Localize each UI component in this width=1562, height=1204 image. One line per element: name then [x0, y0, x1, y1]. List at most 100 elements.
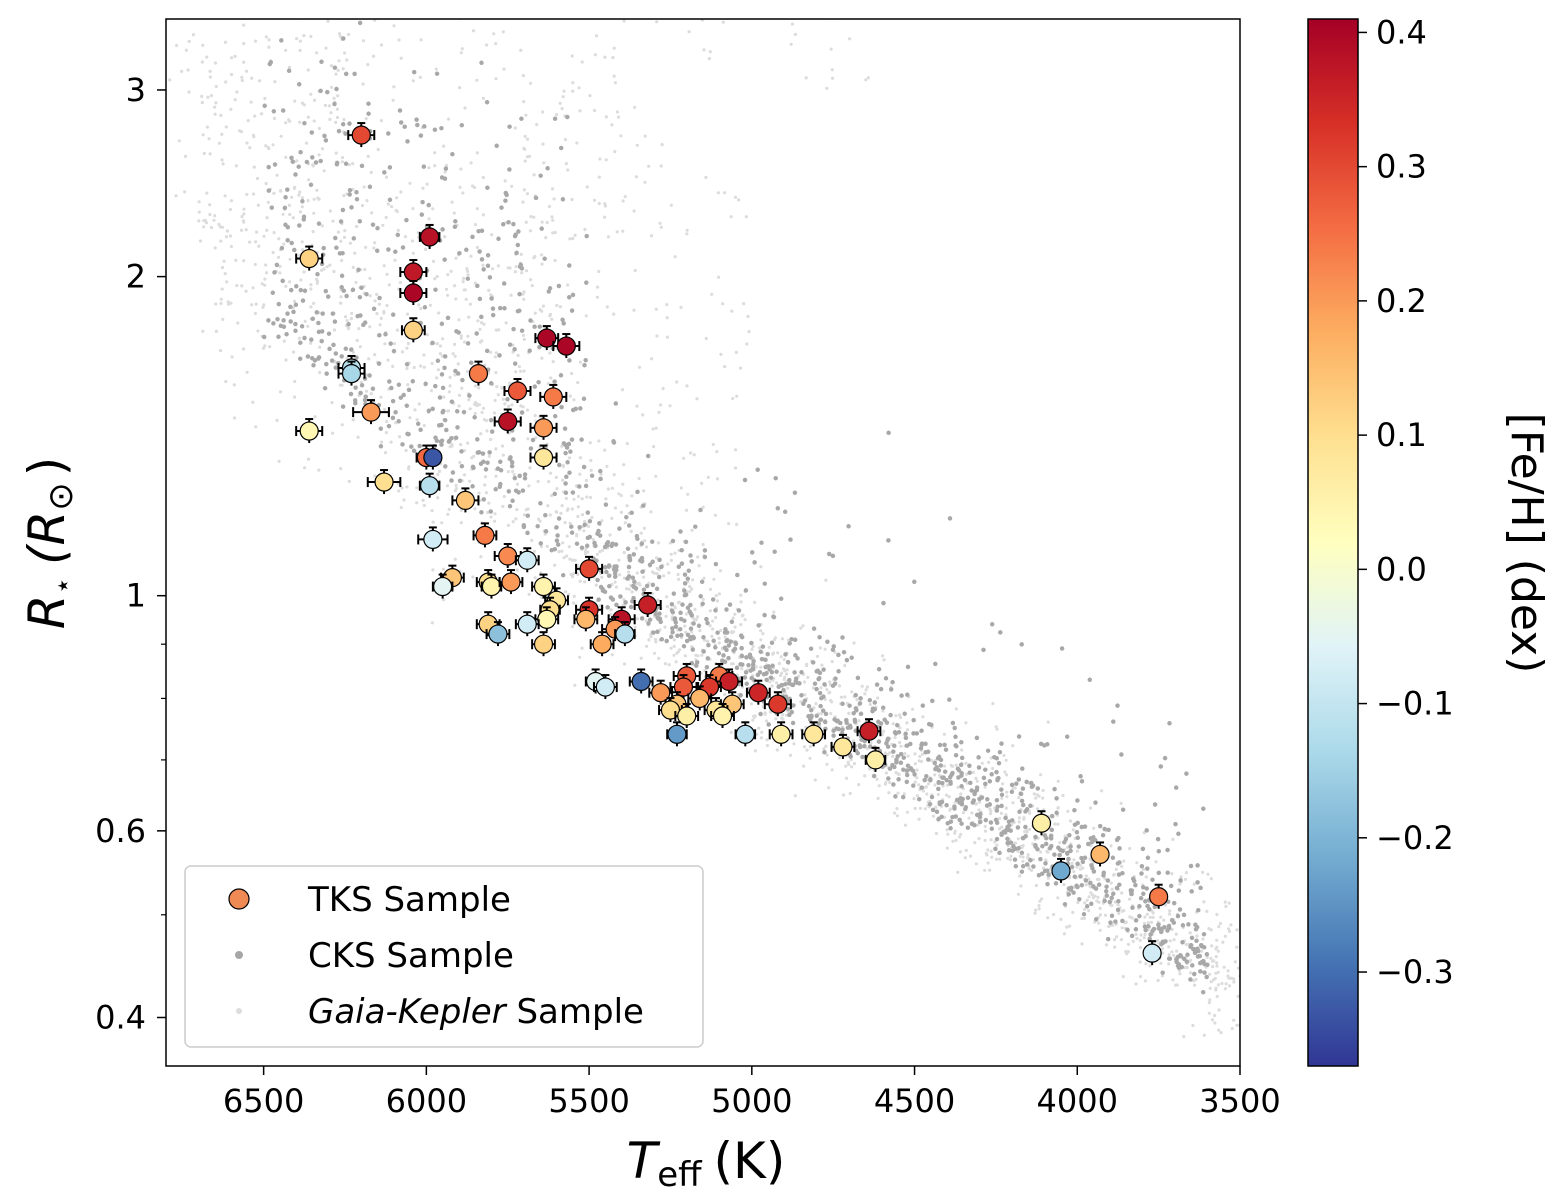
x-axis-title: Teff (K): [627, 1132, 786, 1195]
x-axis-title-unit: (K): [714, 1132, 786, 1190]
tks-point: [573, 606, 599, 632]
x-tick-label: 4000: [1037, 1082, 1118, 1120]
tks-point: [633, 591, 662, 617]
tks-marker: [595, 677, 615, 697]
tks-point: [768, 721, 794, 747]
tks-point: [674, 703, 700, 729]
tks-point: [366, 469, 402, 495]
tks-marker: [579, 559, 599, 579]
y-axis: 3 2 1 0.6 0.4: [95, 71, 166, 1036]
tks-marker: [690, 688, 710, 709]
colorbar-label: [Fe/H] (dex): [1501, 413, 1552, 674]
tks-marker: [433, 576, 453, 597]
y-tick-label: 2: [126, 258, 146, 296]
tks-point: [529, 444, 558, 470]
tks-point: [614, 621, 636, 647]
tks-marker: [735, 724, 755, 744]
legend-label-cks: CKS Sample: [308, 936, 514, 976]
tks-sample-points: [295, 122, 1169, 966]
tks-marker: [651, 683, 671, 703]
colorbar-tick-label: 0.3: [1376, 148, 1427, 186]
tks-point: [552, 333, 581, 359]
tks-marker: [556, 336, 576, 356]
y-axis-title-sub: ⋆: [46, 577, 79, 595]
colorbar-tick-label: −0.3: [1376, 953, 1454, 991]
colorbar-ticks: 0.4 0.3 0.2 0.1 0.0 −0.1 −0.2 −0.3: [1358, 13, 1454, 991]
tks-marker: [423, 447, 443, 468]
x-tick-label: 3500: [1199, 1082, 1280, 1120]
tks-point: [539, 383, 568, 409]
tks-point: [589, 631, 615, 657]
tks-point: [417, 526, 449, 552]
tks-marker: [481, 576, 502, 597]
tks-marker: [533, 634, 554, 654]
tks-point: [763, 691, 792, 717]
x-axis-title-main: T: [627, 1132, 661, 1190]
tks-marker: [403, 320, 423, 340]
tks-marker: [507, 381, 528, 401]
y-axis-title-sun: ⊙: [41, 482, 81, 511]
tks-point: [337, 360, 366, 386]
tks-marker: [1031, 813, 1052, 833]
tks-marker: [517, 614, 537, 634]
tks-point: [531, 573, 556, 599]
tks-marker: [517, 550, 537, 570]
y-axis-title-close: ): [18, 457, 76, 477]
tks-marker: [1090, 844, 1110, 865]
tks-marker: [638, 595, 658, 615]
legend-marker-tks: [228, 888, 250, 910]
legend-label-gaia-kepler: Gaia-Kepler Sample: [308, 992, 644, 1032]
tks-marker: [498, 411, 518, 432]
tks-point: [451, 487, 480, 513]
legend-box: [184, 865, 704, 1048]
tks-marker: [361, 402, 381, 422]
tks-marker: [533, 447, 554, 468]
y-axis-title: R⋆ (R⊙): [18, 457, 81, 630]
tks-marker: [468, 364, 489, 384]
x-axis-title-sub: eff: [657, 1155, 703, 1195]
tks-marker: [677, 706, 697, 726]
y-tick-label: 0.4: [95, 998, 146, 1036]
tks-point: [734, 721, 757, 747]
tks-point: [423, 444, 443, 470]
tks-marker: [403, 262, 423, 282]
tks-point: [1090, 841, 1110, 867]
colorbar-tick-label: 0.4: [1376, 13, 1427, 51]
tks-point: [400, 317, 426, 343]
colorbar-gradient: [1307, 18, 1359, 1067]
tks-marker: [804, 724, 824, 744]
tks-point: [418, 472, 441, 498]
tks-marker: [631, 671, 651, 692]
colorbar-tick-label: 0.2: [1376, 282, 1427, 320]
x-tick-label: 5000: [711, 1082, 792, 1120]
colorbar-tick-label: 0.1: [1376, 416, 1427, 454]
tks-point: [468, 360, 489, 386]
tks-point: [575, 555, 604, 581]
tks-point: [710, 703, 735, 729]
tks-point: [592, 674, 618, 700]
tks-point: [745, 679, 771, 705]
y-tick-label: 0.6: [95, 812, 146, 850]
tks-marker: [475, 525, 495, 545]
tks-marker: [719, 671, 739, 692]
tks-marker: [1051, 861, 1071, 881]
colorbar-tick-label: 0.0: [1376, 550, 1427, 588]
x-axis: 6500 6000 5500 5000 4500 4000 3500: [223, 1066, 1281, 1120]
tks-marker: [351, 125, 371, 145]
tks-marker: [455, 490, 476, 510]
legend-label-gaia-kepler-italic: Gaia-Kepler: [308, 992, 508, 1032]
tks-marker: [712, 706, 733, 726]
tks-point: [480, 573, 503, 599]
plot-frame: [165, 18, 1241, 1067]
tks-point: [493, 408, 522, 434]
tks-marker: [771, 724, 791, 744]
tks-point: [648, 679, 674, 705]
tks-marker: [1142, 943, 1162, 963]
tks-marker: [543, 387, 563, 407]
tks-point: [1031, 810, 1052, 836]
tks-point: [1149, 883, 1169, 909]
tks-marker: [615, 624, 635, 644]
tks-point: [1142, 940, 1162, 966]
tks-point: [1051, 857, 1071, 883]
